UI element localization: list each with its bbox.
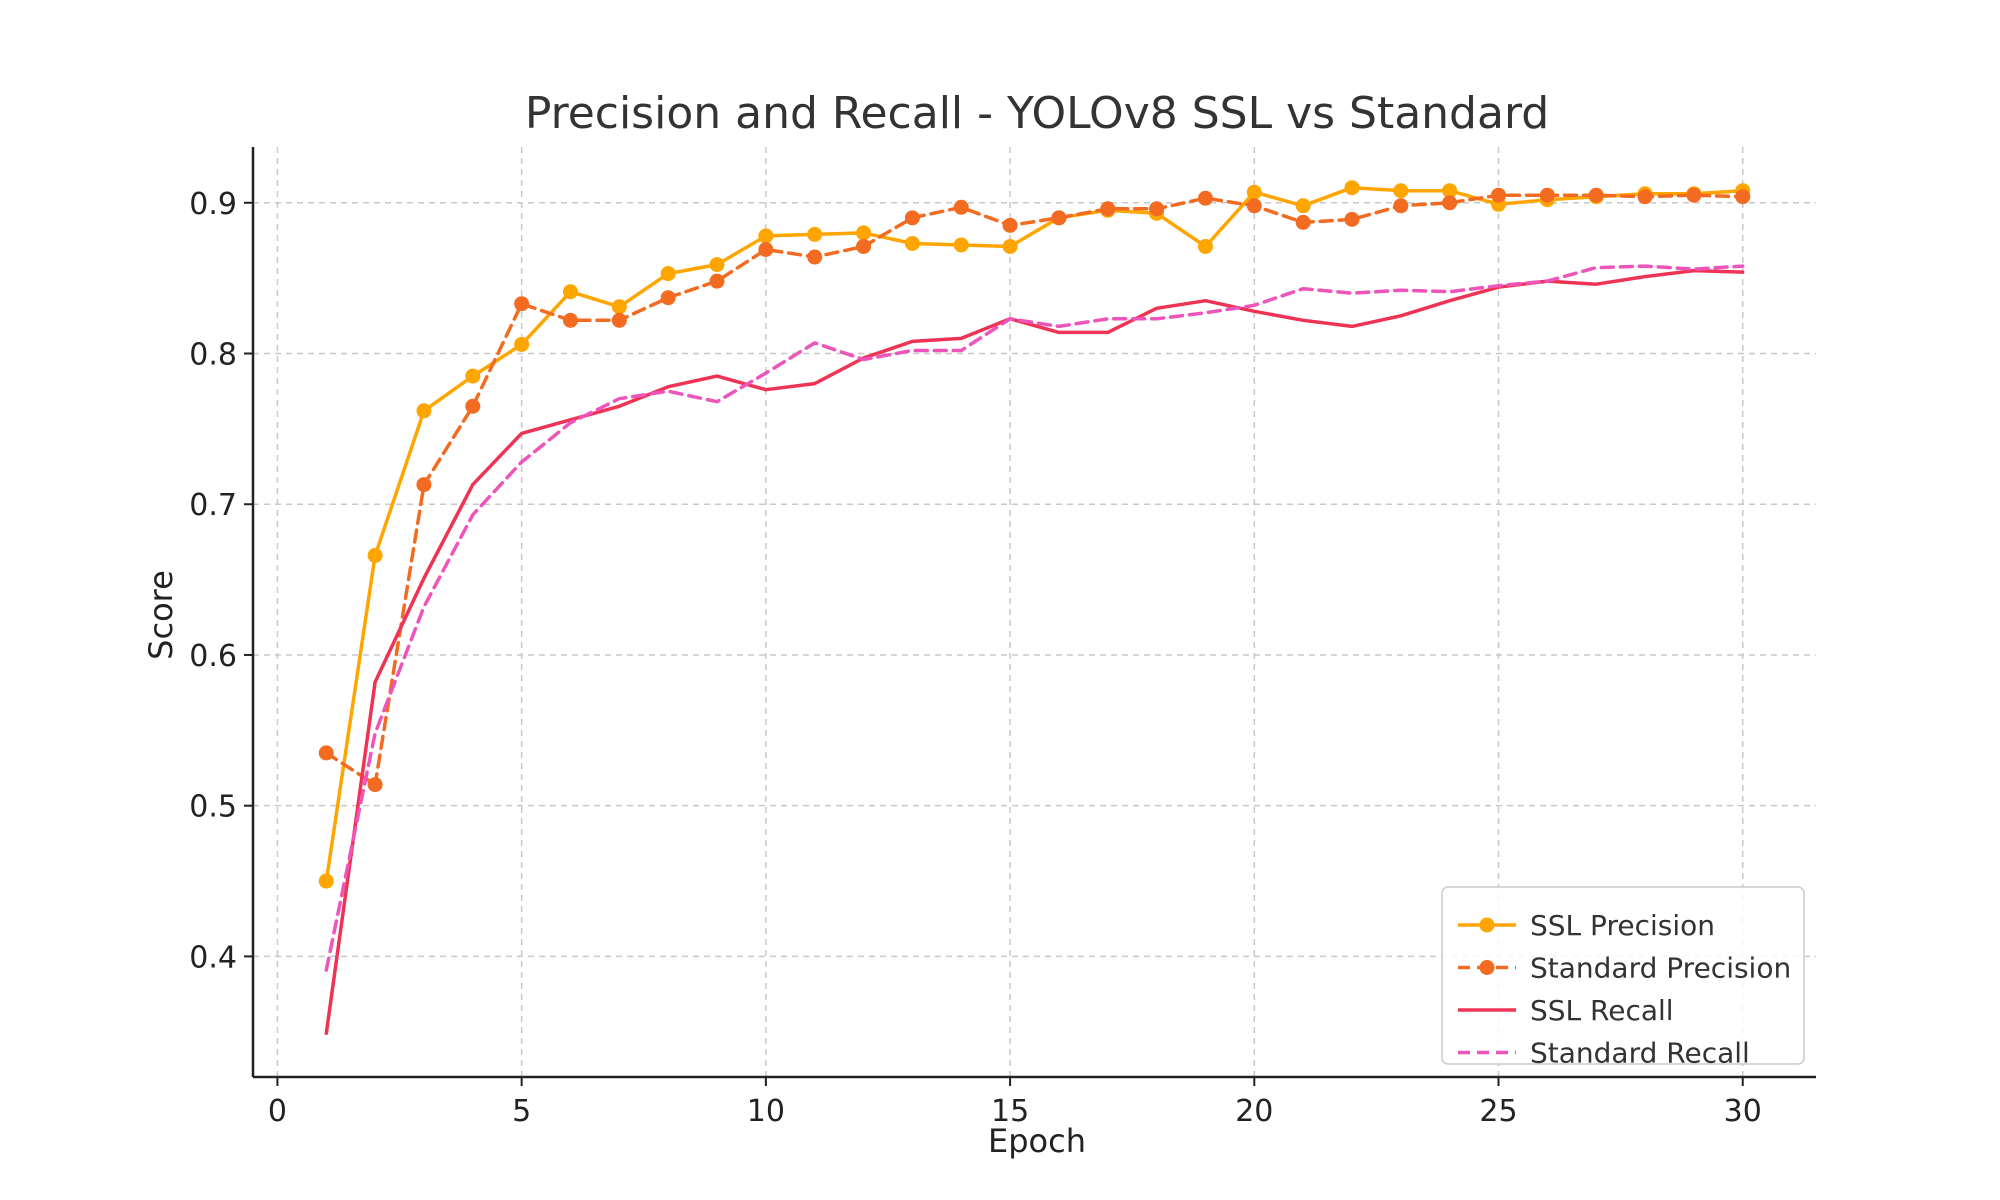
series-standard-recall [324, 264, 1745, 972]
x-tick-label: 5 [512, 1094, 531, 1129]
legend-label-ssl-recall: SSL Recall [1530, 994, 1674, 1027]
y-tick-label: 0.4 [189, 940, 237, 975]
series-ssl-precision [318, 180, 1751, 889]
data-point-ssl-precision [1197, 238, 1213, 254]
data-point-standard-precision [856, 238, 872, 254]
x-tick-label: 25 [1479, 1094, 1517, 1129]
axes [251, 147, 1816, 1079]
data-point-standard-precision [611, 312, 627, 328]
data-point-ssl-precision [709, 257, 725, 273]
data-point-ssl-precision [318, 873, 334, 889]
x-tick-label: 10 [747, 1094, 785, 1129]
data-point-standard-precision [953, 199, 969, 215]
series-group [318, 180, 1751, 1036]
data-point-ssl-precision [904, 235, 920, 251]
data-point-standard-precision [1100, 201, 1116, 217]
data-point-ssl-precision [660, 266, 676, 282]
data-point-ssl-precision [1344, 180, 1360, 196]
data-point-standard-precision [1588, 187, 1604, 203]
y-tick-label: 0.8 [189, 337, 237, 372]
y-tick-label: 0.6 [189, 639, 237, 674]
x-axis-label: Epoch [988, 1122, 1086, 1160]
data-point-standard-precision [1491, 187, 1507, 203]
data-point-ssl-precision [562, 284, 578, 300]
data-point-standard-precision [1295, 214, 1311, 230]
y-tick-label: 0.5 [189, 790, 237, 825]
data-point-ssl-precision [1442, 183, 1458, 199]
data-point-standard-precision [1344, 211, 1360, 227]
legend-marker-ssl-precision [1479, 917, 1495, 933]
legend-items: SSL Precision Standard Precision SSL Recal… [1458, 909, 1791, 1070]
data-point-standard-precision [514, 296, 530, 312]
legend: SSL Precision Standard Precision SSL Recal… [1441, 886, 1805, 1070]
data-point-standard-precision [318, 745, 334, 761]
series-standard-precision [318, 187, 1751, 793]
data-point-ssl-precision [367, 547, 383, 563]
data-point-standard-precision [904, 210, 920, 226]
data-point-ssl-precision [1246, 184, 1262, 200]
data-point-standard-precision [1393, 198, 1409, 214]
data-point-standard-precision [1442, 195, 1458, 211]
data-point-ssl-precision [611, 299, 627, 315]
data-point-standard-precision [1197, 190, 1213, 206]
series-line-ssl-precision [324, 185, 1745, 883]
data-point-standard-precision [465, 398, 481, 414]
data-point-standard-precision [1686, 187, 1702, 203]
data-point-ssl-precision [1393, 183, 1409, 199]
y-tick-label: 0.7 [189, 488, 237, 523]
data-point-standard-precision [1539, 187, 1555, 203]
data-point-ssl-precision [416, 403, 432, 419]
legend-item-standard-precision: Standard Precision [1458, 952, 1791, 985]
legend-item-standard-recall: Standard Recall [1458, 1037, 1750, 1070]
data-point-standard-precision [1246, 198, 1262, 214]
data-point-ssl-precision [1295, 198, 1311, 214]
chart-title: Precision and Recall - YOLOv8 SSL vs Sta… [525, 88, 1549, 139]
x-tick-label: 0 [268, 1094, 287, 1129]
legend-label-ssl-precision: SSL Precision [1530, 909, 1715, 942]
data-point-ssl-precision [514, 336, 530, 352]
x-tick-label: 20 [1235, 1094, 1273, 1129]
data-point-ssl-precision [953, 237, 969, 253]
legend-item-ssl-recall: SSL Recall [1458, 994, 1674, 1027]
data-point-standard-precision [758, 241, 774, 257]
x-tick-label: 15 [991, 1094, 1029, 1129]
data-point-standard-precision [807, 249, 823, 265]
legend-marker-standard-precision [1479, 960, 1495, 975]
legend-label-standard-precision: Standard Precision [1530, 952, 1791, 985]
y-axis-label: Score [142, 570, 180, 660]
data-point-standard-precision [709, 273, 725, 289]
data-point-standard-precision [1637, 189, 1653, 205]
series-line-standard-precision [324, 193, 1745, 787]
data-point-ssl-precision [758, 228, 774, 244]
data-point-ssl-precision [1002, 238, 1018, 254]
data-point-standard-precision [1002, 217, 1018, 233]
legend-item-ssl-precision: SSL Precision [1458, 909, 1715, 942]
data-point-standard-precision [416, 477, 432, 493]
series-line-ssl-recall [324, 268, 1745, 1036]
y-tick-label: 0.9 [189, 187, 237, 222]
data-point-standard-precision [562, 312, 578, 328]
data-point-ssl-precision [856, 225, 872, 241]
series-line-standard-recall [324, 264, 1745, 972]
data-point-standard-precision [367, 777, 383, 793]
legend-box [1441, 886, 1805, 1065]
data-point-ssl-precision [465, 368, 481, 384]
series-ssl-recall [324, 268, 1745, 1036]
data-point-standard-precision [1149, 201, 1165, 217]
data-point-standard-precision [1735, 189, 1751, 205]
ticks: 0 5 10 15 20 25 30 0.4 0.5 0.6 0.7 0.8 0.9 [189, 187, 1762, 1129]
data-point-standard-precision [1051, 210, 1067, 226]
data-point-standard-precision [660, 290, 676, 306]
x-tick-label: 30 [1724, 1094, 1762, 1129]
legend-label-standard-recall: Standard Recall [1530, 1037, 1750, 1070]
data-point-ssl-precision [807, 226, 823, 242]
